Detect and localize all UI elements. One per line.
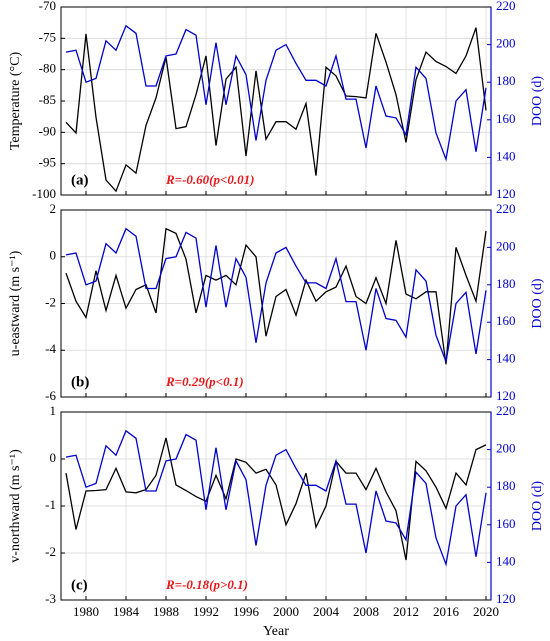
- y-tick-label: -6: [45, 388, 56, 403]
- y2-tick-label: 200: [496, 441, 516, 456]
- y-tick-label: -2: [45, 294, 56, 309]
- y2-axis-label: DOO (d): [530, 278, 545, 328]
- x-tick-label: 2000: [273, 604, 299, 619]
- x-tick-label: 2020: [473, 604, 499, 619]
- data-line: [65, 227, 487, 364]
- data-line: [65, 24, 487, 162]
- y-tick-label: -1: [45, 497, 56, 512]
- y2-tick-label: 140: [496, 148, 516, 163]
- y-tick-label: -75: [39, 29, 56, 44]
- y2-tick-label: 200: [496, 36, 516, 51]
- y2-tick-label: 120: [496, 591, 516, 606]
- y-tick-label: 0: [50, 450, 57, 465]
- y-tick-label: 0: [50, 248, 57, 263]
- y-axis-label: v-northward (m s⁻¹): [8, 449, 23, 563]
- x-tick-label: 2016: [433, 604, 460, 619]
- annotation: R=-0.18(p>0.1): [165, 577, 248, 592]
- y2-tick-label: 180: [496, 478, 516, 493]
- y2-axis-label: DOO (d): [530, 481, 545, 531]
- y2-tick-label: 180: [496, 276, 516, 291]
- x-tick-label: 2004: [313, 604, 340, 619]
- y2-tick-label: 120: [496, 388, 516, 403]
- x-axis-label: Year: [263, 624, 289, 639]
- y2-tick-label: 120: [496, 186, 516, 201]
- y2-tick-label: 220: [496, 403, 516, 418]
- x-tick-label: 2012: [393, 604, 419, 619]
- y-tick-label: -70: [39, 0, 56, 13]
- x-tick-label: 1984: [113, 604, 140, 619]
- panel-label: (b): [71, 374, 89, 390]
- y-tick-label: 2: [50, 201, 57, 216]
- y-tick-label: 1: [50, 403, 57, 418]
- y2-tick-label: 180: [496, 73, 516, 88]
- x-tick-label: 1988: [153, 604, 179, 619]
- x-tick-label: 1992: [193, 604, 219, 619]
- y-tick-label: -80: [39, 61, 56, 76]
- y-tick-label: -3: [45, 591, 56, 606]
- y2-tick-label: 220: [496, 201, 516, 216]
- y-tick-label: -85: [39, 92, 56, 107]
- y-tick-label: -100: [32, 186, 56, 201]
- y-tick-label: -2: [45, 544, 56, 559]
- y2-tick-label: 220: [496, 0, 516, 13]
- data-line: [65, 27, 487, 193]
- y2-tick-label: 140: [496, 553, 516, 568]
- y-tick-label: -95: [39, 155, 56, 170]
- data-line: [65, 227, 487, 365]
- x-tick-label: 1996: [233, 604, 260, 619]
- y2-tick-label: 200: [496, 238, 516, 253]
- panel-label: (c): [71, 577, 88, 593]
- y2-tick-label: 160: [496, 516, 516, 531]
- y-tick-label: -90: [39, 123, 56, 138]
- annotation: R=0.29(p<0.1): [165, 374, 244, 389]
- data-line: [65, 429, 487, 567]
- y2-tick-label: 160: [496, 111, 516, 126]
- data-line: [65, 437, 487, 561]
- x-tick-label: 2008: [353, 604, 379, 619]
- y2-axis-label: DOO (d): [530, 76, 545, 126]
- panel-label: (a): [71, 172, 89, 188]
- y2-tick-label: 140: [496, 351, 516, 366]
- y2-tick-label: 160: [496, 313, 516, 328]
- x-tick-label: 1980: [73, 604, 99, 619]
- y-axis-label: Temperature (°C): [8, 52, 23, 151]
- annotation: R=-0.60(p<0.01): [165, 172, 254, 187]
- y-axis-label: u-eastward (m s⁻¹): [8, 250, 23, 356]
- y-tick-label: -4: [45, 341, 56, 356]
